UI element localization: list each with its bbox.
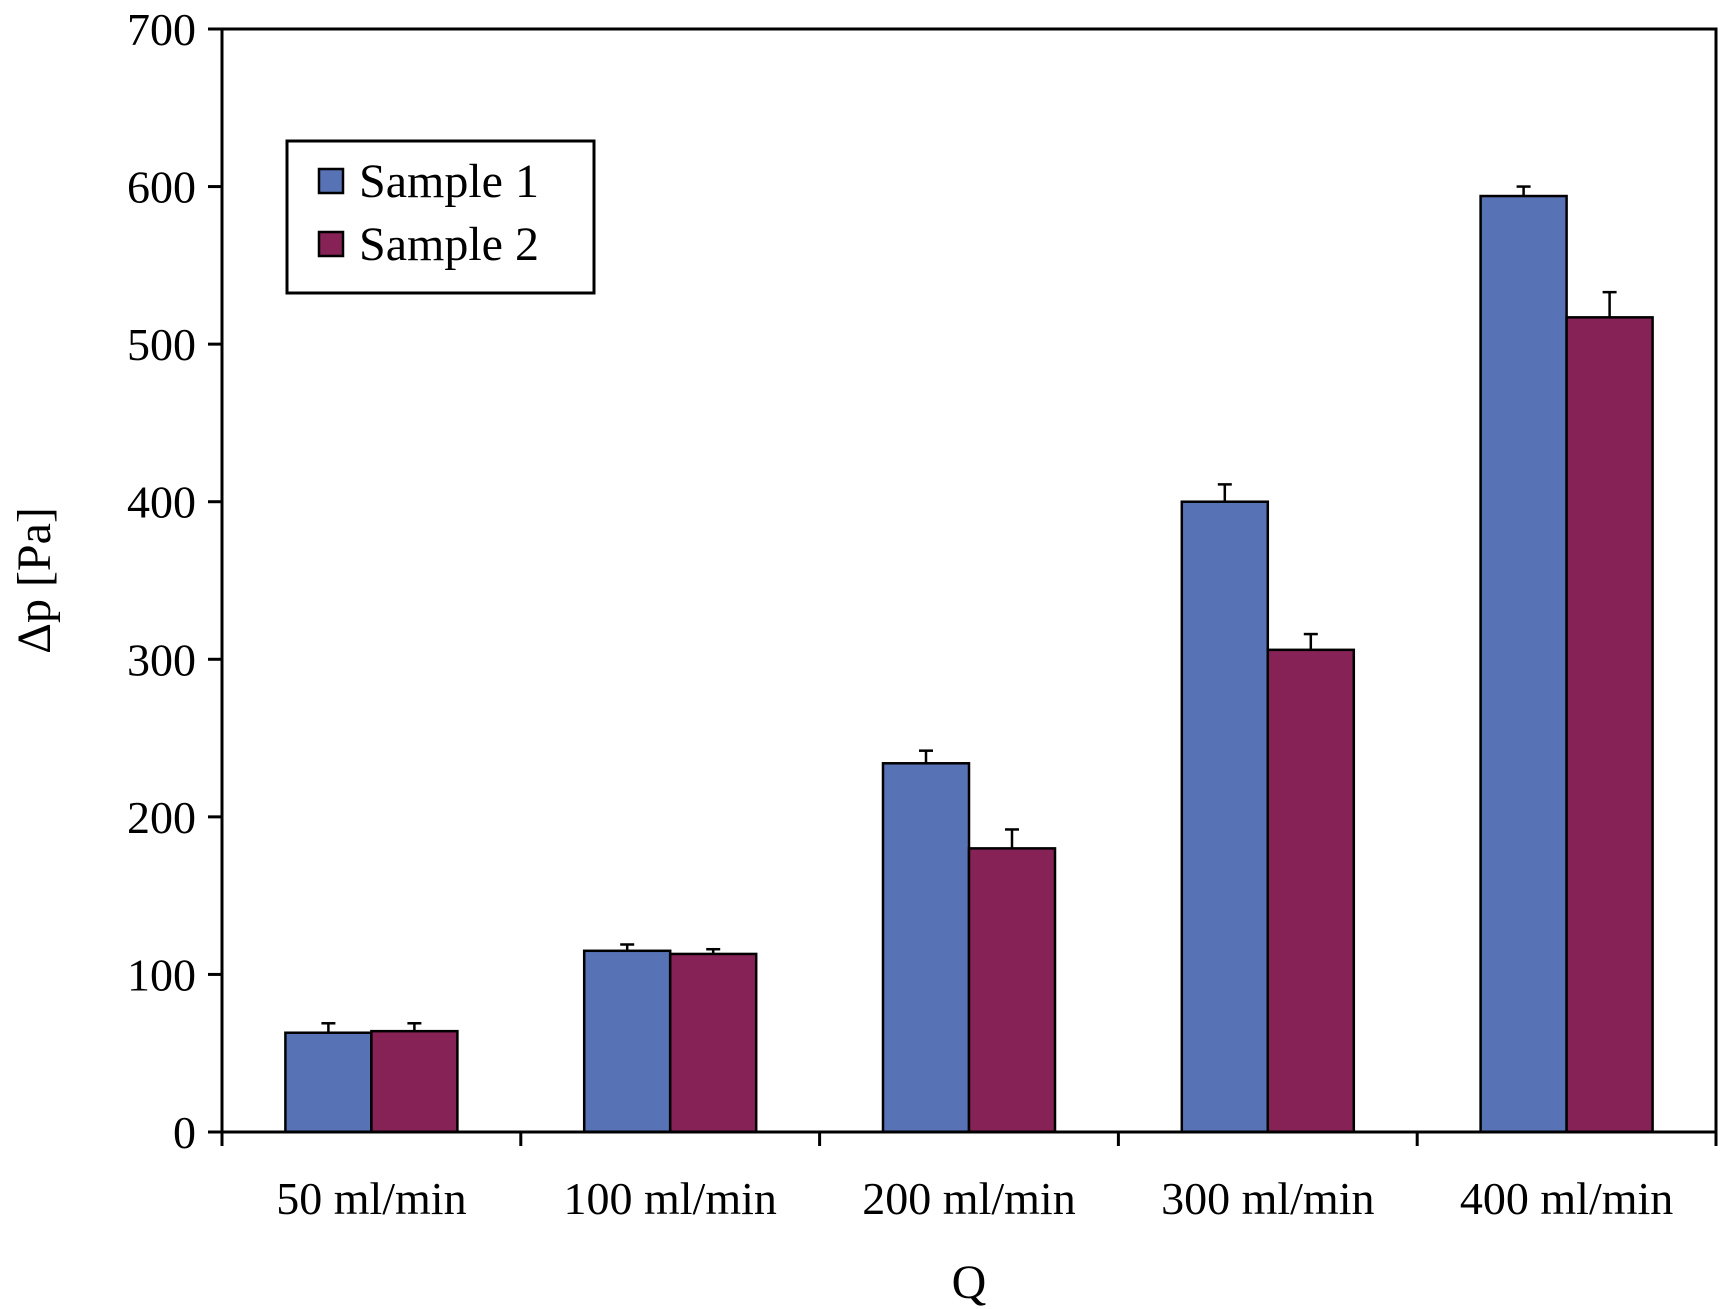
y-tick-label: 700: [127, 4, 196, 55]
legend-items: Sample 1 Sample 2: [317, 155, 539, 271]
y-tick-label: 600: [127, 162, 196, 213]
bar: [1479, 194, 1568, 1134]
axes-layer: [220, 27, 1718, 1134]
bar: [881, 762, 971, 1134]
bar: [668, 952, 758, 1134]
x-tick-label: 50 ml/min: [276, 1173, 466, 1224]
x-tick-label: 300 ml/min: [1161, 1173, 1374, 1224]
x-axis-title: Q: [952, 1256, 987, 1309]
legend: Sample 1 Sample 2: [285, 139, 596, 295]
x-tick-label: 200 ml/min: [862, 1173, 1075, 1224]
bar: [582, 949, 672, 1134]
bar: [1565, 316, 1654, 1134]
legend-label: Sample 1: [359, 155, 539, 208]
y-tick-label: 0: [173, 1107, 196, 1158]
legend-label: Sample 2: [359, 218, 539, 271]
x-ticks: 50 ml/min 100 ml/min 200 ml/min 300 ml/min 4…: [220, 1132, 1718, 1224]
legend-box: [285, 139, 596, 295]
x-tick-label: 400 ml/min: [1460, 1173, 1673, 1224]
legend-swatch: [317, 167, 345, 195]
bar: [967, 847, 1057, 1134]
bar: [1180, 500, 1270, 1134]
y-tick-label: 100: [127, 949, 196, 1000]
plot-frame: [220, 27, 1718, 1134]
y-tick-label: 200: [127, 792, 196, 843]
x-tick-label: 100 ml/min: [563, 1173, 776, 1224]
bars-layer: [284, 185, 1654, 1134]
y-tick-label: 400: [127, 477, 196, 528]
y-ticks: 0 100 200 300 400 500 600 700: [127, 4, 222, 1158]
legend-swatch: [317, 230, 345, 258]
bar: [370, 1029, 459, 1134]
y-axis-title: Δp [Pa]: [8, 507, 61, 654]
bar: [1266, 648, 1356, 1134]
y-tick-label: 300: [127, 634, 196, 685]
bar: [284, 1031, 373, 1134]
y-tick-label: 500: [127, 319, 196, 370]
